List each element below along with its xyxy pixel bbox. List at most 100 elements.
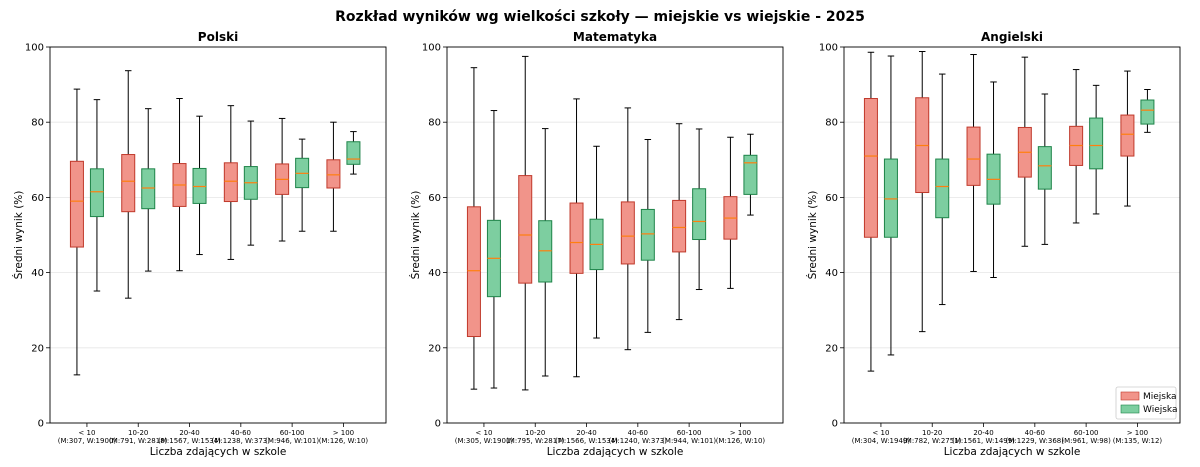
x-axis-label: Liczba zdających w szkole xyxy=(150,446,287,458)
x-tick-count: (M:126, W:10) xyxy=(319,437,369,445)
box-urban xyxy=(121,154,136,213)
x-tick-count: (M:1566, W:1534) xyxy=(555,437,618,445)
subplot-title: Matematyka xyxy=(573,30,657,44)
y-tick-label: 60 xyxy=(428,193,441,204)
x-tick-label: 40-60 xyxy=(1025,429,1045,437)
box-urban xyxy=(966,126,981,186)
box-rural xyxy=(743,154,758,195)
x-tick-label: 40-60 xyxy=(231,429,251,437)
x-tick-count: (M:944, W:101) xyxy=(662,437,716,445)
x-tick-label: 20-40 xyxy=(973,429,993,437)
box-rural xyxy=(1037,146,1052,190)
y-tick-label: 0 xyxy=(38,419,44,430)
legend-swatch-urban xyxy=(1120,391,1140,401)
y-tick-label: 0 xyxy=(435,419,441,430)
y-tick-label: 80 xyxy=(825,118,838,129)
box-rural xyxy=(1140,99,1155,125)
y-tick-label: 40 xyxy=(825,268,838,279)
x-tick-label: > 100 xyxy=(333,429,354,437)
x-tick-count: (M:795, W:2817) xyxy=(506,437,565,445)
x-tick-label: < 10 xyxy=(872,429,889,437)
y-tick-label: 80 xyxy=(31,118,44,129)
x-tick-count: (M:946, W:101) xyxy=(265,437,319,445)
y-tick-label: 100 xyxy=(819,43,838,54)
box-urban xyxy=(620,201,635,265)
y-tick-label: 20 xyxy=(825,343,838,354)
x-tick-label: 40-60 xyxy=(628,429,648,437)
x-tick-count: (M:126, W:10) xyxy=(716,437,766,445)
box-urban xyxy=(518,175,533,284)
x-tick-count: (M:305, W:1901) xyxy=(455,437,514,445)
y-tick-label: 100 xyxy=(422,43,441,54)
y-axis-label: Średni wynik (%) xyxy=(12,191,25,280)
box-urban xyxy=(1120,114,1135,157)
x-tick-label: 10-20 xyxy=(525,429,545,437)
box-rural xyxy=(640,208,655,261)
y-tick-label: 40 xyxy=(31,268,44,279)
legend: Miejska Wiejska xyxy=(1115,386,1178,420)
x-tick-label: < 10 xyxy=(78,429,95,437)
subplot-title: Angielski xyxy=(981,30,1043,44)
x-tick-count: (M:1240, W:373) xyxy=(609,437,668,445)
x-tick-label: 20-40 xyxy=(576,429,596,437)
axes-frame xyxy=(49,46,387,424)
x-tick-count: (M:1567, W:1534) xyxy=(158,437,221,445)
x-tick-count: (M:1238, W:373) xyxy=(212,437,271,445)
box-urban xyxy=(326,159,341,189)
x-tick-count: (M:782, W:2751) xyxy=(903,437,962,445)
x-tick-count: (M:791, W:2818) xyxy=(109,437,168,445)
axes-frame xyxy=(843,46,1181,424)
legend-label: Miejska xyxy=(1143,392,1177,402)
x-tick-label: > 100 xyxy=(1127,429,1148,437)
subplot-title: Polski xyxy=(198,30,238,44)
box-urban xyxy=(863,98,878,238)
box-rural xyxy=(346,141,361,165)
x-tick-label: 60-100 xyxy=(280,429,305,437)
legend-swatch-rural xyxy=(1120,404,1140,414)
box-urban xyxy=(69,160,84,248)
x-tick-label: < 10 xyxy=(475,429,492,437)
legend-label: Wiejska xyxy=(1143,405,1178,415)
subplot-2: Matematyka 0 20 40 60 80 100 Średni wynik (%) Li… xyxy=(409,30,784,458)
y-axis-label: Średni wynik (%) xyxy=(806,191,819,280)
y-tick-label: 60 xyxy=(825,193,838,204)
box-rural xyxy=(935,158,950,219)
x-tick-count: (M:961, W:98) xyxy=(1061,437,1111,445)
subplot-3: Angielski 0 20 40 60 80 100 Średni wynik (%) Lic… xyxy=(806,30,1181,458)
x-tick-label: 60-100 xyxy=(677,429,702,437)
x-tick-label: 10-20 xyxy=(128,429,148,437)
y-tick-label: 40 xyxy=(428,268,441,279)
x-axis-label: Liczba zdających w szkole xyxy=(547,446,684,458)
y-tick-label: 60 xyxy=(31,193,44,204)
x-tick-count: (M:304, W:1949) xyxy=(852,437,911,445)
y-tick-label: 20 xyxy=(428,343,441,354)
box-rural xyxy=(883,158,898,238)
x-axis-label: Liczba zdających w szkole xyxy=(944,446,1081,458)
axes-frame xyxy=(446,46,784,424)
x-tick-label: 60-100 xyxy=(1074,429,1099,437)
y-axis-label: Średni wynik (%) xyxy=(409,191,422,280)
box-urban xyxy=(569,202,584,274)
y-tick-label: 80 xyxy=(428,118,441,129)
x-tick-count: (M:1229, W:368) xyxy=(1006,437,1065,445)
box-rural xyxy=(692,188,707,241)
subplot-1: Polski 0 20 40 60 80 100 Średni wynik (%) Liczba… xyxy=(12,30,387,458)
y-tick-label: 20 xyxy=(31,343,44,354)
x-tick-count: (M:1561, W:1499) xyxy=(952,437,1015,445)
box-rural xyxy=(141,168,156,210)
x-tick-count: (M:135, W:12) xyxy=(1113,437,1163,445)
box-urban xyxy=(466,206,481,338)
suptitle: Rozkład wyników wg wielkości szkoły — mi… xyxy=(335,9,865,25)
box-urban xyxy=(672,199,687,253)
subplots: Polski 0 20 40 60 80 100 Średni wynik (%) Liczba… xyxy=(12,30,1181,458)
x-tick-label: > 100 xyxy=(730,429,751,437)
y-tick-label: 100 xyxy=(25,43,44,54)
x-tick-label: 10-20 xyxy=(922,429,942,437)
x-tick-label: 20-40 xyxy=(179,429,199,437)
box-rural xyxy=(89,168,104,218)
y-tick-label: 0 xyxy=(832,419,838,430)
x-tick-count: (M:307, W:1900) xyxy=(58,437,117,445)
box-urban xyxy=(223,162,238,203)
box-rural xyxy=(1089,117,1104,170)
